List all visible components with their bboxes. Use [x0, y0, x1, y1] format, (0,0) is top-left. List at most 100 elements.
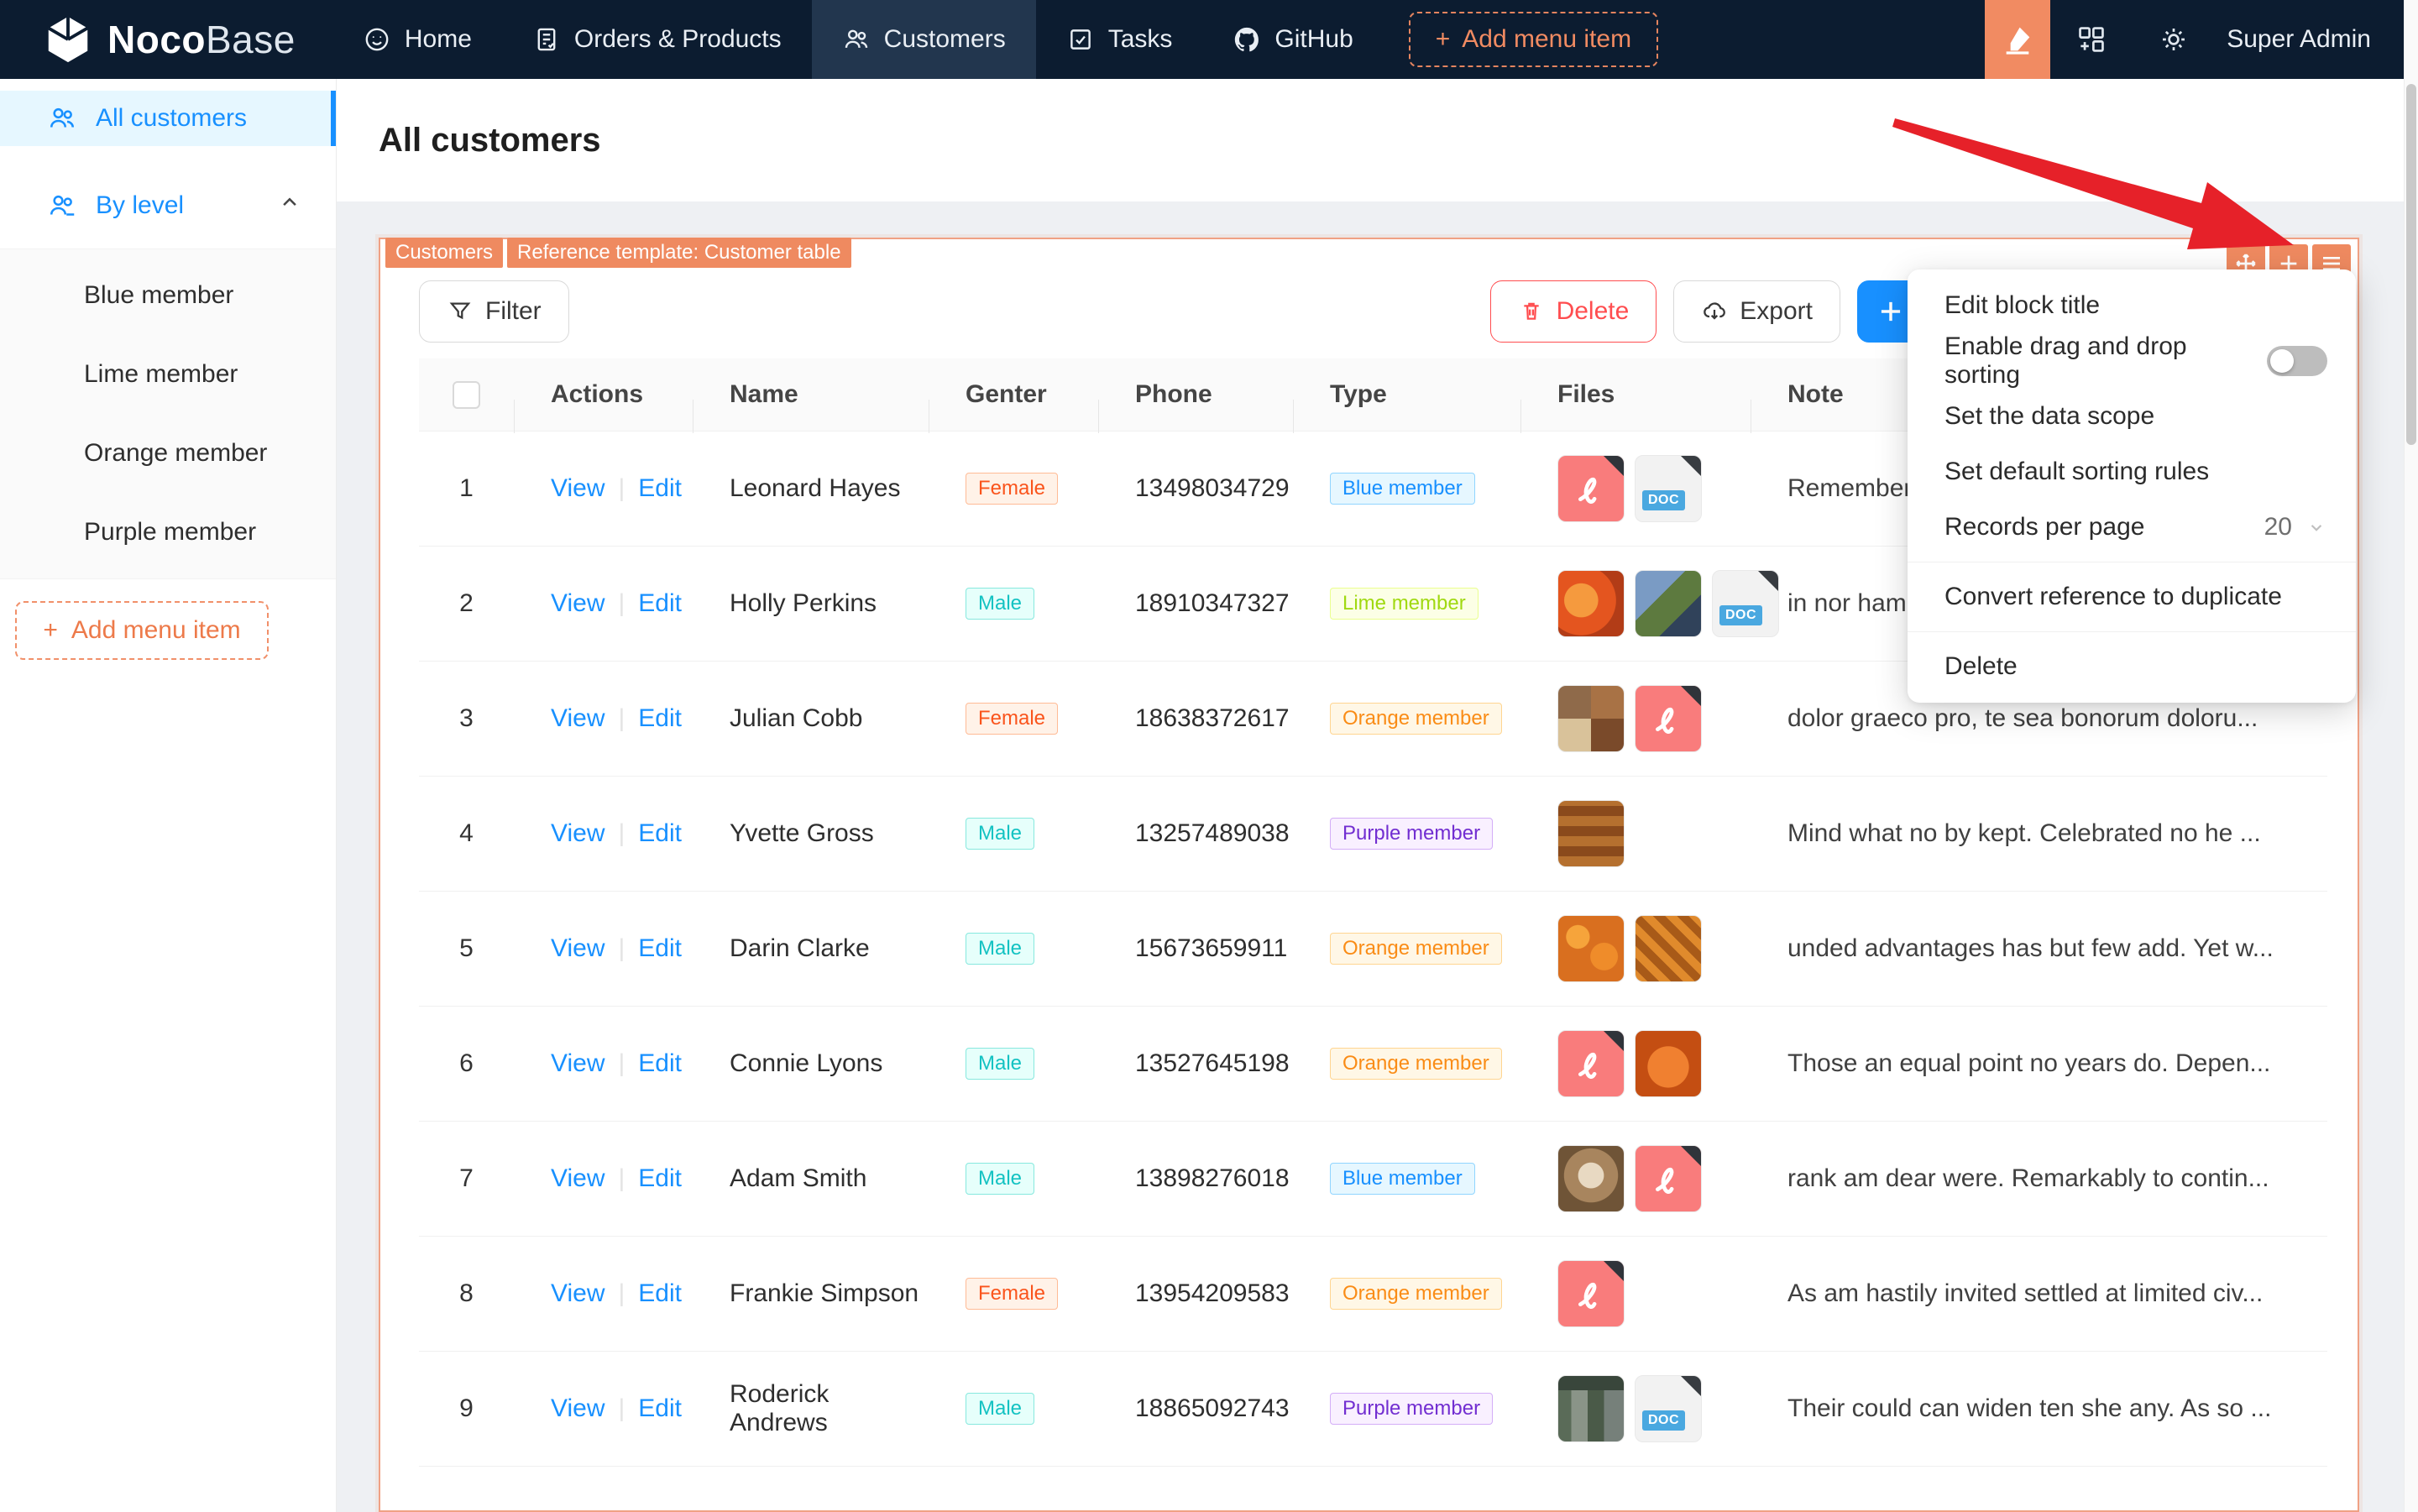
edit-link[interactable]: Edit — [638, 1164, 682, 1192]
edit-link[interactable]: Edit — [638, 1394, 682, 1422]
chevron-up-icon[interactable] — [277, 190, 302, 222]
ui-editor-button[interactable] — [1985, 0, 2051, 79]
nav-item-orders-products[interactable]: Orders & Products — [502, 0, 812, 79]
sidebar-item-orange-member[interactable]: Orange member — [84, 439, 268, 467]
view-link[interactable]: View — [551, 1049, 605, 1077]
phone-cell: 15673659911 — [1135, 934, 1288, 962]
doc-file-icon[interactable]: DOC — [1712, 570, 1779, 637]
menu-icon — [2323, 257, 2340, 270]
menu-item-records-per-page[interactable]: Records per page 20 — [1908, 500, 2356, 555]
actions-cell: View | Edit — [514, 1049, 693, 1078]
member-type-tag: Orange member — [1330, 703, 1502, 735]
records-per-page-value[interactable]: 20 — [2264, 513, 2292, 541]
menu-item-delete-block[interactable]: Delete — [1944, 652, 2018, 680]
member-type-tag: Blue member — [1330, 1163, 1475, 1195]
type-cell: Orange member — [1293, 933, 1520, 965]
pdf-file-icon[interactable] — [1557, 1030, 1625, 1097]
pdf-file-icon[interactable] — [1635, 685, 1702, 752]
view-link[interactable]: View — [551, 1164, 605, 1192]
sidebar-item-lime-member[interactable]: Lime member — [84, 360, 238, 388]
edit-link[interactable]: Edit — [638, 589, 682, 617]
column-header-files[interactable]: Files — [1520, 380, 1751, 433]
pdf-file-icon[interactable] — [1635, 1145, 1702, 1212]
block-designer-tags: Customers Reference template: Customer t… — [385, 238, 856, 268]
image-attachment-thumbnail[interactable] — [1557, 915, 1625, 982]
sidebar-group-by-level[interactable]: By level — [0, 178, 336, 233]
view-link[interactable]: View — [551, 704, 605, 732]
nav-item-customers[interactable]: Customers — [811, 0, 1036, 79]
image-attachment-thumbnail[interactable] — [1635, 915, 1702, 982]
column-header-phone[interactable]: Phone — [1098, 380, 1293, 433]
edit-link[interactable]: Edit — [638, 934, 682, 962]
gear-icon — [2163, 29, 2185, 50]
row-index: 9 — [459, 1394, 474, 1422]
action-divider: | — [618, 704, 625, 732]
settings-button[interactable] — [2133, 0, 2215, 79]
image-attachment-thumbnail[interactable] — [1635, 1030, 1702, 1097]
column-header-name[interactable]: Name — [693, 380, 929, 433]
view-link[interactable]: View — [551, 1279, 605, 1307]
sidebar-item-all-customers[interactable]: All customers — [0, 91, 336, 146]
column-header-note[interactable]: Note — [1751, 380, 2327, 433]
edit-link[interactable]: Edit — [638, 819, 682, 847]
view-link[interactable]: View — [551, 819, 605, 847]
note-cell: dolor graeco pro, te sea bonorum doloru.… — [1787, 704, 2258, 732]
menu-item-set-data-scope[interactable]: Set the data scope — [1944, 402, 2155, 430]
sidebar-sub-menu: Blue member Lime member Orange member Purpl… — [0, 249, 336, 579]
column-header-gender[interactable]: Genter — [929, 380, 1098, 433]
github-icon — [1233, 25, 1261, 54]
gender-tag: Female — [966, 473, 1059, 505]
image-attachment-thumbnail[interactable] — [1635, 570, 1702, 637]
nav-item-tasks[interactable]: Tasks — [1036, 0, 1203, 79]
edit-link[interactable]: Edit — [638, 474, 682, 502]
image-attachment-thumbnail[interactable] — [1557, 685, 1625, 752]
menu-item-set-sorting-rules[interactable]: Set default sorting rules — [1944, 458, 2210, 485]
table-row: 4 View | Edit Yvette Gross Male 13257489038 Pur… — [419, 777, 2327, 892]
image-attachment-thumbnail[interactable] — [1557, 570, 1625, 637]
view-link[interactable]: View — [551, 474, 605, 502]
image-attachment-thumbnail[interactable] — [1557, 800, 1625, 867]
pdf-file-icon[interactable] — [1557, 455, 1625, 522]
vertical-scrollbar[interactable] — [2404, 0, 2418, 1512]
image-attachment-thumbnail[interactable] — [1557, 1375, 1625, 1442]
column-header-actions[interactable]: Actions — [514, 380, 693, 433]
scrollbar-thumb[interactable] — [2406, 84, 2416, 445]
nav-item-github[interactable]: GitHub — [1202, 0, 1383, 79]
nav-item-home[interactable]: Home — [332, 0, 502, 79]
brand-logo[interactable]: NocoBase — [42, 13, 296, 65]
menu-item-edit-block-title[interactable]: Edit block title — [1944, 291, 2101, 319]
view-link[interactable]: View — [551, 1394, 605, 1422]
doc-file-icon[interactable]: DOC — [1635, 1375, 1702, 1442]
image-attachment-thumbnail[interactable] — [1557, 1145, 1625, 1212]
edit-link[interactable]: Edit — [638, 1049, 682, 1077]
edit-link[interactable]: Edit — [638, 1279, 682, 1307]
menu-item-convert-reference[interactable]: Convert reference to duplicate — [1944, 583, 2282, 610]
sidebar-add-menu-item-button[interactable]: + Add menu item — [15, 601, 269, 660]
select-all-checkbox[interactable] — [453, 380, 480, 409]
gender-cell: Male — [929, 588, 1098, 620]
sidebar-item-purple-member[interactable]: Purple member — [84, 518, 257, 546]
plugin-manager-button[interactable] — [2050, 0, 2133, 79]
sidebar-item-blue-member[interactable]: Blue member — [84, 281, 234, 309]
customer-name: Yvette Gross — [730, 819, 874, 847]
pdf-file-icon[interactable] — [1557, 1260, 1625, 1327]
column-header-type[interactable]: Type — [1293, 380, 1520, 433]
row-index: 1 — [459, 474, 474, 502]
delete-button[interactable]: Delete — [1489, 280, 1657, 343]
filter-button[interactable]: Filter — [419, 280, 569, 343]
menu-item-enable-drag-sorting[interactable]: Enable drag and drop sorting — [1908, 332, 2356, 389]
edit-link[interactable]: Edit — [638, 704, 682, 732]
customer-name: Connie Lyons — [730, 1049, 883, 1077]
navbar-add-menu-item-button[interactable]: + Add menu item — [1408, 12, 1659, 67]
table-row: 5 View | Edit Darin Clarke Male 15673659911 Ora… — [419, 892, 2327, 1007]
export-button[interactable]: Export — [1673, 280, 1840, 343]
table-body: 1 View | Edit Leonard Hayes Female 13498034729… — [419, 432, 2327, 1467]
smiley-icon — [363, 25, 391, 54]
user-menu[interactable]: Super Admin — [2227, 25, 2371, 53]
view-link[interactable]: View — [551, 589, 605, 617]
doc-file-icon[interactable]: DOC — [1635, 455, 1702, 522]
actions-cell: View | Edit — [514, 934, 693, 963]
drag-sorting-toggle[interactable] — [2267, 346, 2327, 376]
view-link[interactable]: View — [551, 934, 605, 962]
